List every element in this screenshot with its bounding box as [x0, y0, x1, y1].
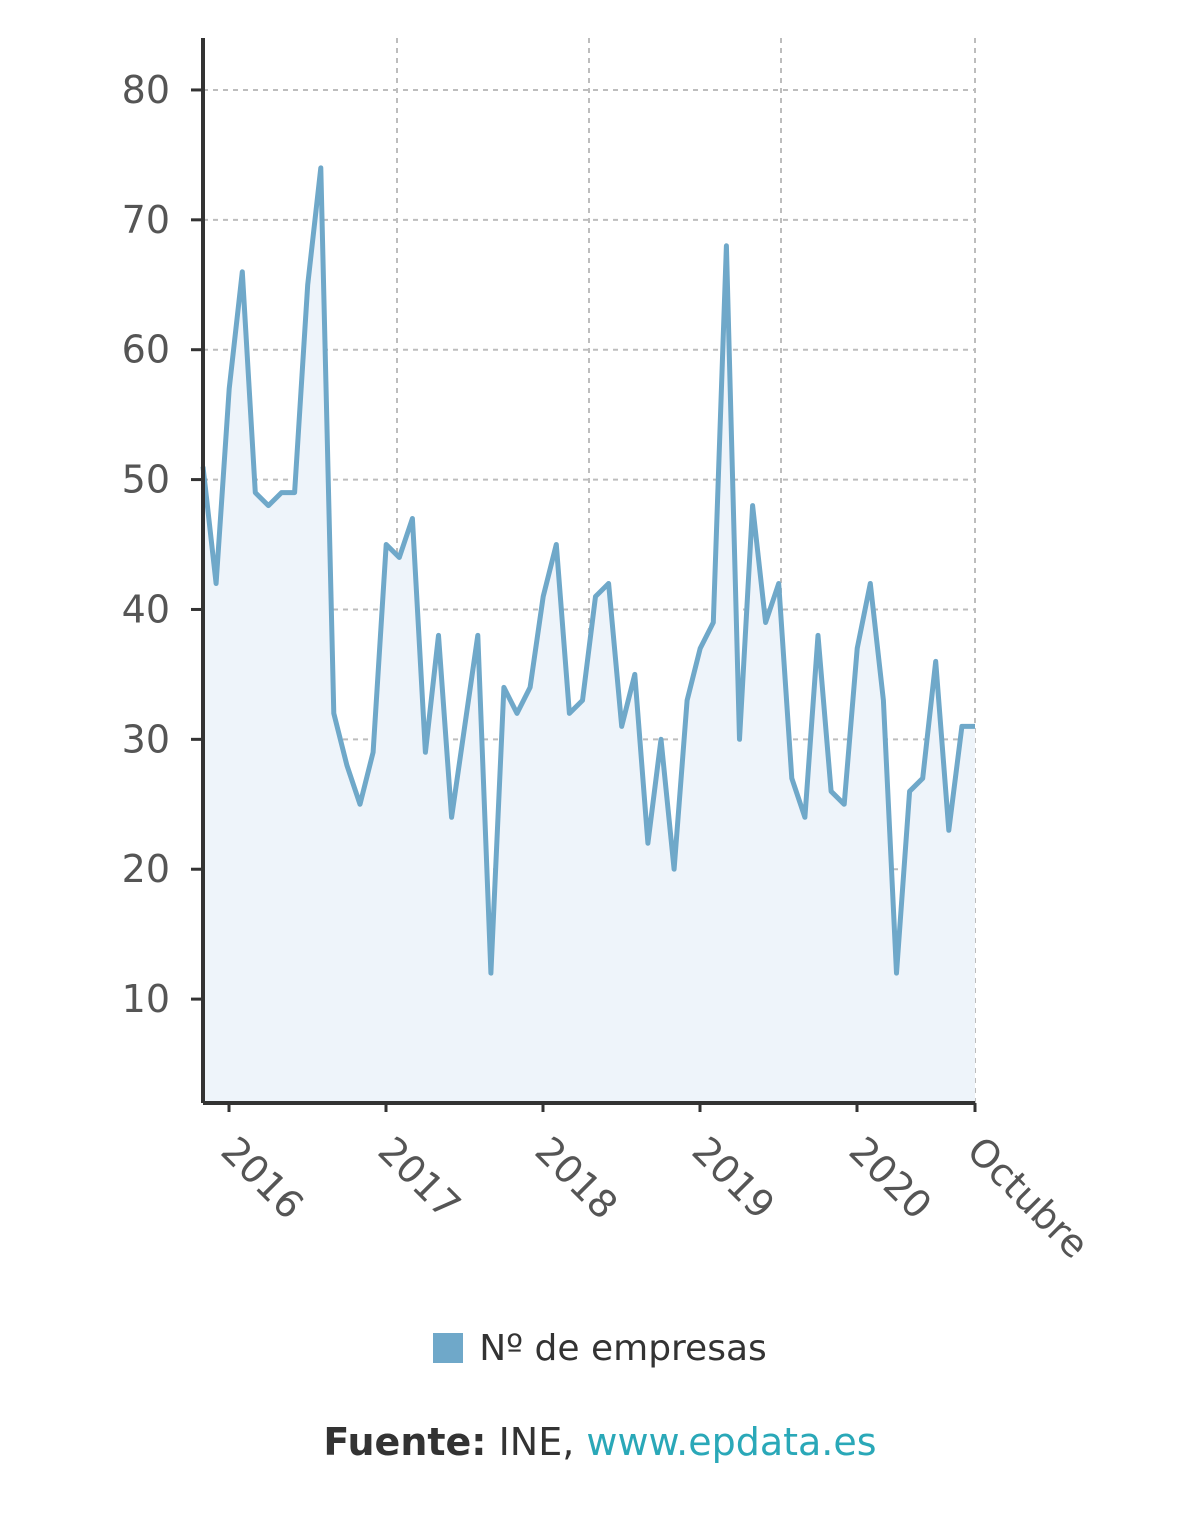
legend-label: Nº de empresas	[479, 1328, 767, 1369]
y-axis-labels: 10 20 30 40 50 60 70 80	[122, 68, 170, 1021]
x-tick-label: 2020	[841, 1128, 941, 1228]
x-tick-label: 2016	[213, 1128, 313, 1228]
area-fill	[203, 167, 975, 1103]
x-tick-label: 2019	[684, 1128, 784, 1228]
y-tick-label: 20	[122, 847, 170, 891]
y-tick-label: 80	[122, 68, 170, 112]
source-link[interactable]: www.epdata.es	[586, 1420, 877, 1464]
x-tick-label: 2018	[527, 1128, 627, 1228]
y-tick-label: 60	[122, 328, 170, 372]
y-tick-label: 50	[122, 458, 170, 502]
x-tick-label: 2017	[370, 1128, 470, 1228]
series-line	[200, 165, 975, 976]
source-prefix: Fuente:	[323, 1420, 487, 1464]
x-axis-labels: 2016 2017 2018 2019 2020 Octubre	[213, 1128, 1098, 1267]
x-tick-label: Octubre	[959, 1128, 1098, 1267]
legend: Nº de empresas	[0, 1328, 1200, 1369]
source-text: INE,	[486, 1420, 587, 1464]
axes	[191, 38, 977, 1112]
y-tick-label: 10	[122, 977, 170, 1021]
line-chart: 10 20 30 40 50 60 70 80 2016 2017 2018 2019 2020 Oct…	[122, 38, 1098, 1267]
y-tick-label: 70	[122, 198, 170, 242]
y-tick-label: 40	[122, 587, 170, 631]
source-note: Fuente: INE, www.epdata.es	[0, 1420, 1200, 1464]
y-tick-label: 30	[122, 717, 170, 761]
legend-swatch	[433, 1333, 464, 1363]
